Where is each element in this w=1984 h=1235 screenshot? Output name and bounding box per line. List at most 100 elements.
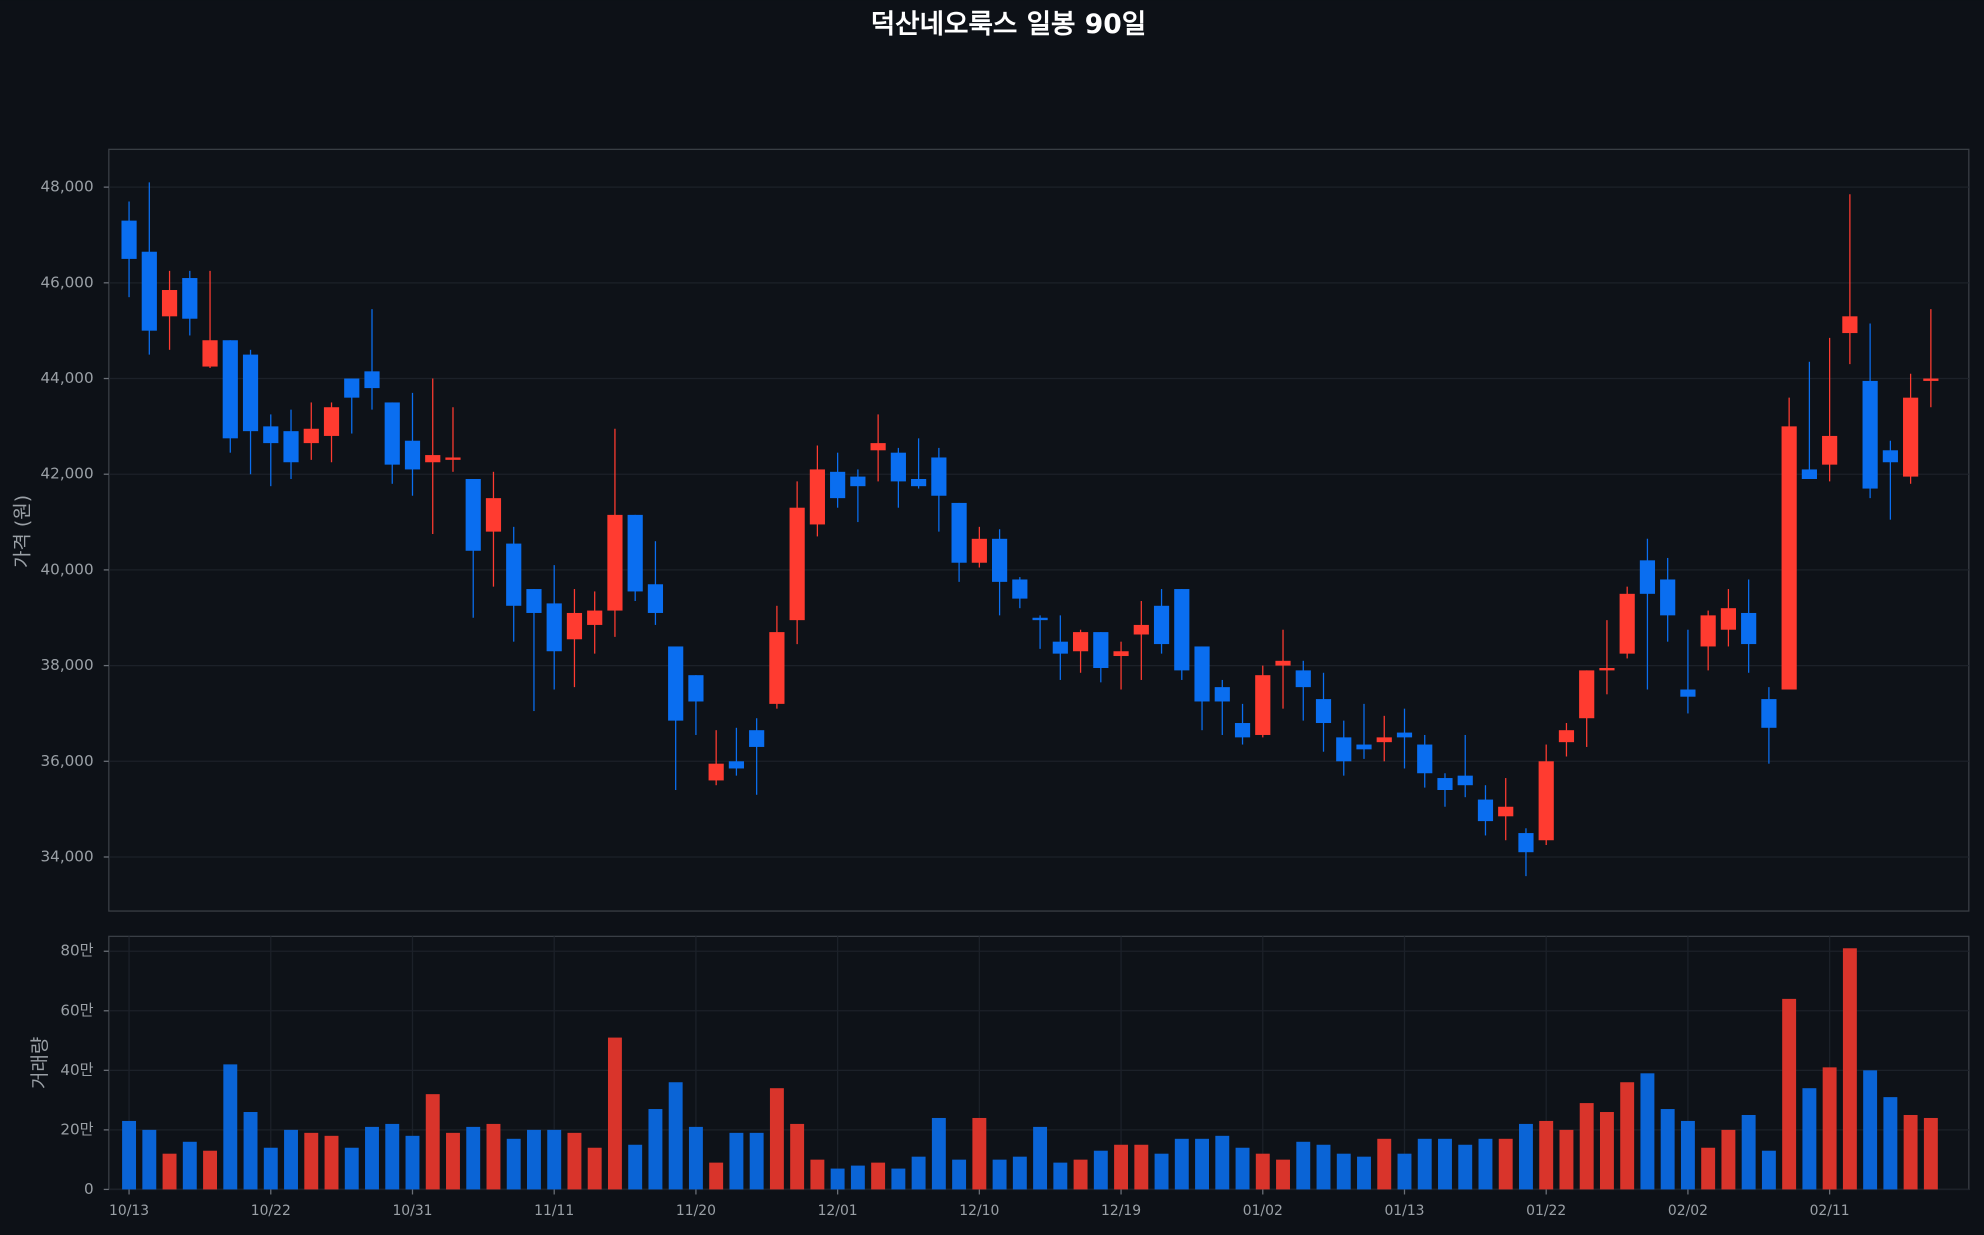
candle-body bbox=[931, 457, 947, 496]
candle-body bbox=[1923, 378, 1939, 381]
x-tick-label: 01/22 bbox=[1526, 1203, 1566, 1219]
candle-body bbox=[789, 507, 805, 621]
candle-body bbox=[1174, 589, 1190, 671]
y-tick-label: 36,000 bbox=[41, 752, 94, 770]
candle-body bbox=[1882, 450, 1898, 463]
candle-body bbox=[1781, 426, 1797, 690]
candle-body bbox=[1133, 624, 1149, 635]
volume-bar bbox=[223, 1064, 238, 1190]
volume-bar bbox=[1842, 948, 1857, 1190]
volume-bar bbox=[1053, 1162, 1068, 1190]
volume-bar bbox=[1701, 1147, 1716, 1190]
candle-body bbox=[951, 502, 967, 563]
candle-body bbox=[1012, 579, 1028, 599]
volume-bar bbox=[1559, 1129, 1574, 1190]
candle-body bbox=[1599, 667, 1615, 671]
candle-body bbox=[1457, 775, 1473, 786]
volume-bar bbox=[284, 1129, 298, 1190]
volume-bar bbox=[1073, 1159, 1088, 1190]
volume-bar bbox=[385, 1123, 400, 1190]
volume-bar bbox=[304, 1132, 319, 1190]
volume-bar bbox=[1114, 1144, 1129, 1190]
volume-bar bbox=[1458, 1144, 1473, 1190]
volume-bar bbox=[628, 1144, 643, 1190]
candle-body bbox=[1498, 806, 1514, 817]
volume-bar bbox=[1903, 1114, 1918, 1190]
candle-body bbox=[1639, 560, 1656, 594]
candle-body bbox=[607, 514, 623, 611]
candle-body bbox=[344, 378, 360, 398]
volume-bar bbox=[1033, 1126, 1048, 1190]
y-tick-label: 48,000 bbox=[41, 178, 94, 196]
candle-body bbox=[485, 498, 502, 532]
candle-body bbox=[809, 469, 825, 525]
candle-body bbox=[688, 675, 704, 702]
volume-bar bbox=[1741, 1114, 1756, 1190]
candle-body bbox=[708, 763, 724, 781]
candle-body bbox=[323, 407, 340, 436]
volume-bar bbox=[1883, 1097, 1898, 1190]
candle-body bbox=[668, 646, 684, 721]
candle-body bbox=[1032, 617, 1048, 621]
volume-bar bbox=[527, 1129, 541, 1190]
volume-bar bbox=[1498, 1138, 1513, 1190]
volume-bar bbox=[749, 1132, 764, 1190]
volume-bar bbox=[587, 1147, 602, 1190]
candle-body bbox=[1619, 593, 1635, 654]
volume-bar bbox=[405, 1135, 420, 1190]
candle-body bbox=[1194, 646, 1210, 702]
x-tick-label: 01/13 bbox=[1384, 1203, 1424, 1219]
candle-body bbox=[546, 603, 562, 652]
candle-body bbox=[1862, 380, 1878, 489]
x-tick-label: 11/11 bbox=[534, 1203, 574, 1219]
candle-body bbox=[1255, 675, 1271, 735]
volume-bar bbox=[648, 1109, 663, 1190]
candle-body bbox=[1376, 737, 1392, 743]
candle-body bbox=[627, 514, 643, 592]
x-tick-label: 12/01 bbox=[818, 1203, 858, 1219]
volume-bar bbox=[122, 1120, 137, 1190]
x-tick-label: 12/10 bbox=[959, 1203, 999, 1219]
volume-bar bbox=[668, 1082, 683, 1190]
candle-body bbox=[830, 471, 846, 499]
candle-body bbox=[992, 538, 1008, 582]
candle-body bbox=[1093, 632, 1109, 668]
volume-bar bbox=[1478, 1138, 1493, 1190]
x-tick-label: 10/13 bbox=[109, 1203, 149, 1219]
candle-body bbox=[1295, 670, 1311, 688]
y-tick-label: 44,000 bbox=[41, 369, 94, 387]
candle-body bbox=[1518, 833, 1534, 853]
volume-bar bbox=[1316, 1144, 1331, 1190]
candle-body bbox=[1660, 579, 1676, 616]
candle-body bbox=[222, 340, 238, 439]
volume-bar bbox=[972, 1117, 987, 1190]
x-tick-label: 10/31 bbox=[392, 1203, 432, 1219]
y-tick-label: 42,000 bbox=[41, 465, 94, 483]
candle-body bbox=[303, 428, 319, 444]
volume-bar bbox=[1782, 998, 1797, 1190]
volume-bar bbox=[1721, 1129, 1736, 1190]
volume-bar bbox=[1093, 1150, 1108, 1190]
volume-bar bbox=[830, 1168, 845, 1190]
candle-body bbox=[1072, 632, 1089, 652]
volume-bar bbox=[769, 1088, 784, 1190]
x-tick-label: 10/22 bbox=[251, 1203, 291, 1219]
candle-body bbox=[911, 478, 927, 487]
volume-bar bbox=[1195, 1138, 1209, 1190]
candle-body bbox=[1113, 651, 1129, 657]
candle-body bbox=[1558, 730, 1575, 743]
candle-body bbox=[506, 543, 522, 606]
y-tick-label: 34,000 bbox=[41, 847, 94, 865]
volume-bar bbox=[506, 1138, 521, 1190]
volume-bar bbox=[425, 1094, 440, 1190]
candle-body bbox=[242, 354, 259, 432]
candle-body bbox=[870, 443, 886, 451]
candle-body bbox=[769, 632, 785, 704]
candle-body bbox=[526, 589, 542, 613]
volume-bar bbox=[1215, 1135, 1230, 1190]
candle-body bbox=[850, 476, 866, 487]
volume-bar bbox=[324, 1135, 339, 1190]
candle-body bbox=[1903, 397, 1919, 477]
volume-bar bbox=[1539, 1120, 1554, 1190]
